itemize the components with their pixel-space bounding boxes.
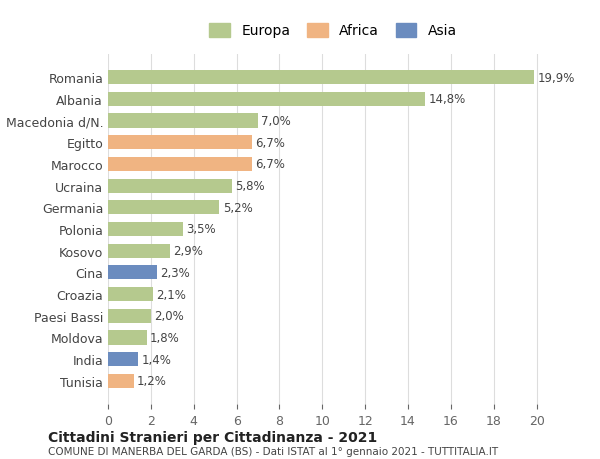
Text: 19,9%: 19,9%: [538, 72, 575, 84]
Text: 1,2%: 1,2%: [137, 375, 167, 387]
Legend: Europa, Africa, Asia: Europa, Africa, Asia: [202, 17, 464, 45]
Bar: [108, 71, 535, 85]
Bar: [108, 353, 138, 366]
Text: 2,3%: 2,3%: [161, 266, 190, 279]
Bar: [108, 114, 258, 129]
Text: 7,0%: 7,0%: [261, 115, 291, 128]
Text: Cittadini Stranieri per Cittadinanza - 2021: Cittadini Stranieri per Cittadinanza - 2…: [48, 430, 377, 444]
Bar: [108, 374, 134, 388]
Text: 2,1%: 2,1%: [156, 288, 186, 301]
Text: COMUNE DI MANERBA DEL GARDA (BS) - Dati ISTAT al 1° gennaio 2021 - TUTTITALIA.IT: COMUNE DI MANERBA DEL GARDA (BS) - Dati …: [48, 447, 498, 456]
Text: 1,4%: 1,4%: [141, 353, 171, 366]
Text: 6,7%: 6,7%: [255, 136, 284, 149]
Bar: [108, 179, 232, 193]
Bar: [108, 244, 170, 258]
Bar: [108, 309, 151, 323]
Bar: [108, 157, 251, 172]
Text: 5,2%: 5,2%: [223, 202, 253, 214]
Text: 2,0%: 2,0%: [154, 310, 184, 323]
Text: 2,9%: 2,9%: [173, 245, 203, 257]
Text: 6,7%: 6,7%: [255, 158, 284, 171]
Bar: [108, 136, 251, 150]
Bar: [108, 287, 153, 302]
Text: 1,8%: 1,8%: [150, 331, 179, 344]
Text: 3,5%: 3,5%: [186, 223, 216, 236]
Bar: [108, 266, 157, 280]
Text: 14,8%: 14,8%: [428, 93, 466, 106]
Bar: [108, 223, 183, 236]
Bar: [108, 330, 146, 345]
Bar: [108, 201, 220, 215]
Bar: [108, 93, 425, 106]
Text: 5,8%: 5,8%: [235, 180, 265, 193]
